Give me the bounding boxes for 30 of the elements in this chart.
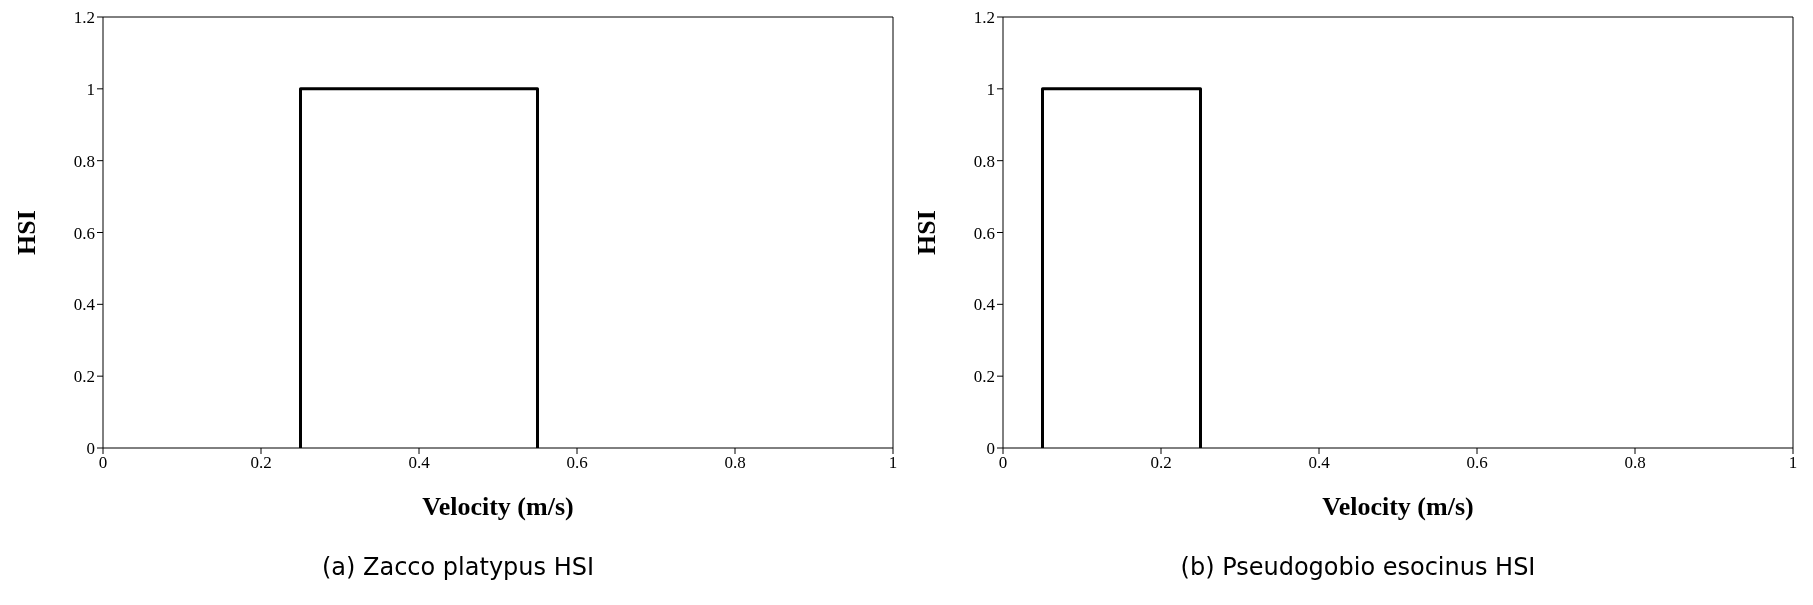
x-tick-label: 0.8 (724, 453, 746, 473)
y-tick-label: 0.6 (973, 223, 995, 243)
x-tick-label: 0.6 (566, 453, 588, 473)
y-tick-label: 0.2 (973, 367, 995, 387)
y-tick-label: 0.8 (73, 151, 95, 171)
y-tick-label: 0 (986, 439, 995, 459)
y-tick-label: 0.6 (73, 223, 95, 243)
y-tick-label: 1 (986, 79, 995, 99)
y-tick-label: 1.2 (73, 8, 95, 28)
y-tick-label: 1 (86, 79, 95, 99)
x-tick-label: 0.8 (1624, 453, 1646, 473)
y-tick-label: 1.2 (973, 8, 995, 28)
y-tick-label: 0.2 (73, 367, 95, 387)
y-tick-label: 0.4 (73, 295, 96, 315)
x-tick-label: 1 (1788, 453, 1798, 473)
x-tick-label: 1 (888, 453, 898, 473)
text: (a) Zacco platypus HSI (321, 553, 595, 581)
x-axis-title: Velocity (m/s) (1322, 492, 1474, 521)
x-axis-title: Velocity (m/s) (422, 492, 574, 521)
x-tick-label: 0.4 (408, 453, 431, 473)
y-tick-label: 0.4 (973, 295, 996, 315)
y-tick-label: 0.8 (973, 151, 995, 171)
x-tick-label: 0.6 (1466, 453, 1488, 473)
y-tick-label: 0 (86, 439, 95, 459)
x-tick-label: 0.2 (250, 453, 272, 473)
text: (b) Pseudogobio esocinus HSI (1180, 553, 1536, 581)
y-axis-title: HSI (12, 210, 42, 255)
x-tick-label: 0.2 (1150, 453, 1172, 473)
y-axis-title: HSI (912, 210, 942, 255)
x-tick-label: 0.4 (1308, 453, 1331, 473)
